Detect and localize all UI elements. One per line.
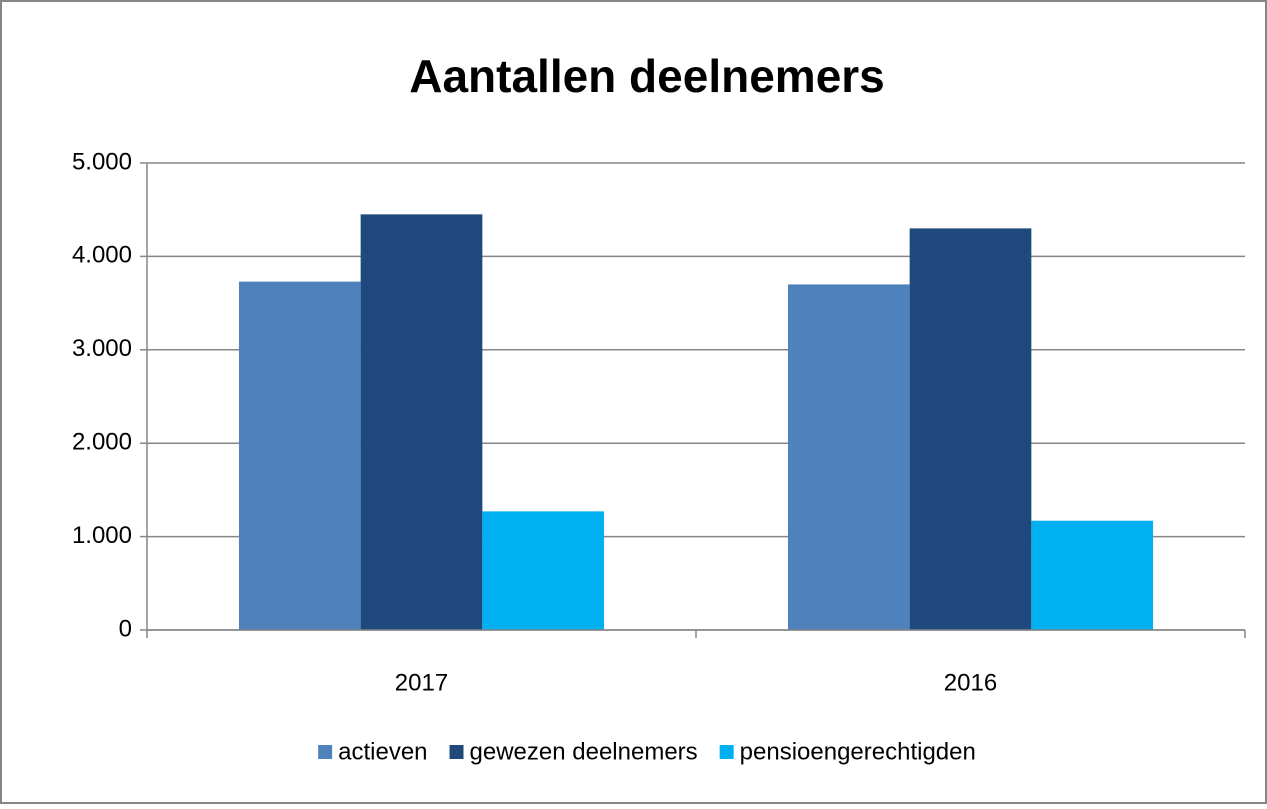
y-tick-label: 1.000: [72, 522, 132, 549]
legend-swatch: [449, 745, 464, 759]
x-tick-label: 2017: [395, 669, 448, 696]
y-tick-label: 4.000: [72, 242, 132, 269]
bar: [482, 511, 605, 630]
bar: [1031, 520, 1154, 630]
bar: [909, 228, 1032, 630]
y-tick-label: 0: [119, 615, 132, 642]
chart-title: Aantallen deelnemers: [409, 50, 885, 102]
legend-swatch: [318, 745, 333, 759]
legend-swatch: [719, 745, 734, 759]
bar: [787, 284, 910, 630]
legend-label: actieven: [338, 738, 427, 765]
bar: [238, 281, 361, 630]
bar: [360, 214, 483, 630]
legend-label: gewezen deelnemers: [470, 738, 698, 765]
y-tick-label: 2.000: [72, 429, 132, 456]
x-tick-label: 2016: [944, 669, 997, 696]
y-tick-label: 3.000: [72, 335, 132, 362]
legend-label: pensioengerechtigden: [740, 738, 976, 765]
y-tick-label: 5.000: [72, 148, 132, 175]
